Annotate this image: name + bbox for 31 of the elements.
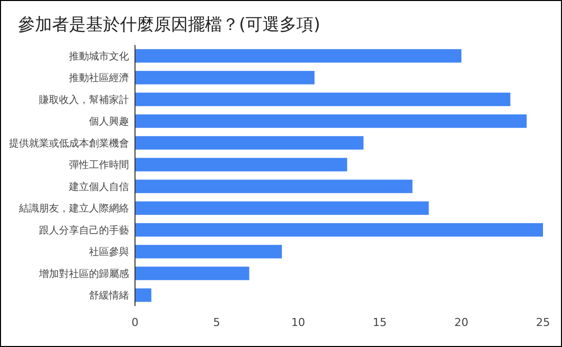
bar [135, 136, 364, 150]
x-tick-label: 15 [372, 316, 387, 329]
y-tick-label: 推動社區經濟 [69, 72, 129, 84]
y-tick-label: 推動城市文化 [69, 50, 129, 62]
bar [135, 180, 412, 194]
y-tick-label: 提供就業或低成本創業機會 [9, 137, 129, 150]
bar [135, 266, 250, 280]
y-tick-label: 跟人分享自己的手藝 [39, 224, 129, 236]
y-tick-label: 社區參與 [89, 246, 129, 258]
bar [135, 223, 543, 237]
bar [135, 244, 282, 258]
y-tick-label: 建立個人自信 [68, 180, 129, 193]
chart-title: 參加者是基於什麼原因擺檔？(可選多項) [18, 15, 320, 35]
bar [135, 158, 348, 172]
x-tick-label: 20 [454, 316, 468, 329]
bar [135, 114, 527, 128]
y-tick-label: 舒緩情緒 [89, 290, 129, 302]
x-tick-label: 5 [213, 316, 220, 329]
bar [135, 288, 152, 302]
y-tick-label: 個人興趣 [89, 116, 129, 128]
y-tick-label: 增加對社區的歸屬感 [38, 268, 129, 280]
x-tick-label: 0 [132, 316, 138, 329]
x-tick-label: 25 [536, 316, 550, 329]
y-tick-label: 彈性工作時間 [69, 159, 129, 172]
y-tick-label: 賺取收入，幫補家計 [39, 94, 129, 106]
x-tick-label: 10 [291, 316, 306, 329]
bar [135, 70, 315, 84]
y-tick-label: 結識朋友，建立人際網絡 [18, 202, 129, 215]
bar [135, 92, 510, 106]
bar [135, 201, 429, 215]
bar [135, 49, 462, 63]
